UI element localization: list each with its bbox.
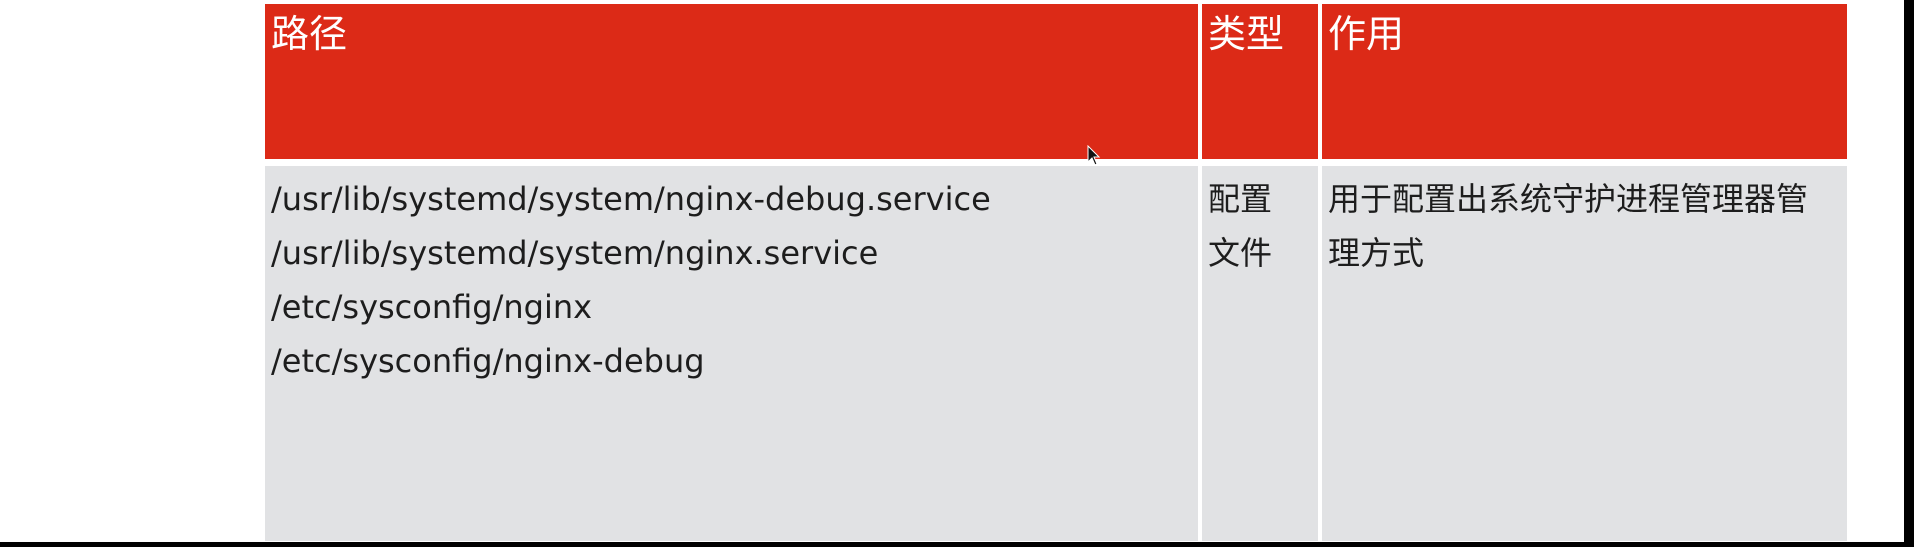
type-text: 配置文件 <box>1208 180 1273 272</box>
header-use-label: 作用 <box>1328 12 1405 56</box>
header-type: 类型 <box>1202 4 1318 159</box>
cell-type: 配置文件 <box>1202 166 1318 541</box>
use-text: 用于配置出系统守护进程管理器管理方式 <box>1328 180 1809 272</box>
header-use: 作用 <box>1322 4 1847 159</box>
path-line: /usr/lib/systemd/system/nginx.service <box>271 234 879 272</box>
header-path-label: 路径 <box>271 12 348 56</box>
path-line: /etc/sysconfig/nginx-debug <box>271 342 705 380</box>
header-type-label: 类型 <box>1208 12 1285 56</box>
path-line: /usr/lib/systemd/system/nginx-debug.serv… <box>271 180 991 218</box>
mouse-pointer-icon <box>1087 145 1101 166</box>
cell-use: 用于配置出系统守护进程管理器管理方式 <box>1322 166 1847 541</box>
info-table: 路径 类型 作用 /usr/lib/systemd/system/nginx-d… <box>265 4 1847 541</box>
cell-paths: /usr/lib/systemd/system/nginx-debug.serv… <box>265 166 1198 541</box>
path-line: /etc/sysconfig/nginx <box>271 288 593 326</box>
header-path: 路径 <box>265 4 1198 159</box>
